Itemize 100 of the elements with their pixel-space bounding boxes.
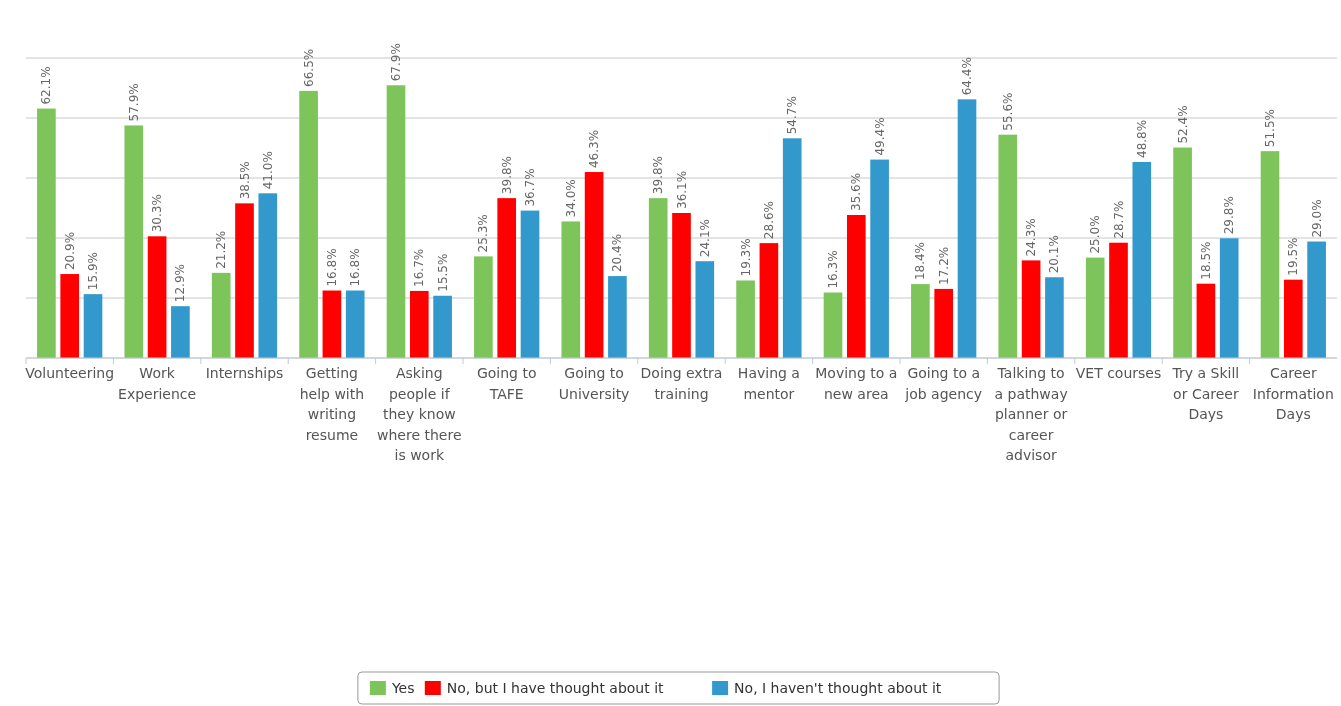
- data-label: 24.3%: [1024, 218, 1039, 257]
- bar: [258, 193, 278, 358]
- legend-label: No, but I have thought about it: [446, 680, 665, 696]
- bar: [433, 295, 452, 358]
- bar: [409, 290, 429, 358]
- data-label: 15.5%: [435, 253, 450, 292]
- data-label: 20.4%: [610, 233, 625, 273]
- data-label: 16.8%: [348, 248, 363, 287]
- data-label: 12.9%: [173, 264, 188, 303]
- bar: [934, 288, 954, 358]
- x-tick-label: VET courses: [1075, 365, 1162, 381]
- bar: [736, 280, 755, 358]
- data-label: 57.9%: [126, 83, 141, 122]
- data-label: 29.8%: [1222, 196, 1237, 235]
- data-label: 20.9%: [62, 231, 77, 271]
- bar: [1196, 283, 1216, 358]
- data-label: 28.6%: [761, 201, 776, 240]
- bar: [998, 134, 1018, 358]
- x-tick-label: Talking to a pathway planner or career advisor: [994, 365, 1068, 463]
- data-label: 20.1%: [1047, 235, 1062, 274]
- data-label: 48.8%: [1134, 119, 1149, 158]
- x-tick-label: Work Experience: [118, 365, 197, 402]
- bar: [386, 85, 406, 358]
- bar: [345, 290, 365, 358]
- bar: [124, 125, 144, 358]
- bar: [1307, 241, 1326, 358]
- x-tick-label: Doing extra training: [640, 365, 723, 402]
- bar: [497, 198, 517, 358]
- bar: [672, 213, 691, 358]
- x-tick-label: Try a Skill or Career Days: [1171, 365, 1240, 422]
- data-label: 39.8%: [651, 156, 666, 195]
- bar: [211, 272, 231, 358]
- x-tick-label: Career Information Days: [1252, 365, 1334, 422]
- bar: [911, 284, 930, 358]
- data-label: 38.5%: [237, 161, 252, 200]
- x-tick-label: Moving to a new area: [815, 365, 898, 402]
- data-label: 16.8%: [324, 248, 339, 287]
- data-label: 17.2%: [936, 246, 951, 285]
- data-label: 54.7%: [785, 96, 800, 135]
- data-label: 67.9%: [388, 43, 403, 82]
- data-label: 19.5%: [1286, 237, 1301, 276]
- data-label: 46.3%: [587, 129, 602, 169]
- data-label: 29.0%: [1309, 199, 1324, 238]
- x-tick-label: Going to TAFE: [476, 365, 537, 402]
- data-label: 66.5%: [301, 48, 316, 87]
- bar: [823, 292, 843, 358]
- data-label: 51.5%: [1262, 109, 1277, 148]
- bar: [695, 261, 715, 358]
- data-label: 52.4%: [1175, 105, 1190, 144]
- data-label: 39.8%: [499, 156, 514, 195]
- bar: [1260, 151, 1280, 358]
- x-tick-label: Asking people if they know where there is work: [377, 365, 462, 463]
- data-label: 30.3%: [150, 194, 165, 233]
- bar: [520, 210, 540, 358]
- bar: [83, 294, 103, 358]
- bar: [759, 243, 779, 358]
- data-label: 16.7%: [412, 248, 427, 287]
- legend-label: Yes: [390, 680, 415, 696]
- bar: [648, 198, 668, 358]
- bar: [1219, 238, 1239, 358]
- bar: [37, 108, 56, 358]
- bar: [1283, 279, 1303, 358]
- bar: [1132, 161, 1152, 358]
- bar: [147, 236, 167, 358]
- x-tick-label: Going to University: [558, 365, 630, 402]
- bar: [561, 221, 581, 358]
- data-label: 19.3%: [738, 238, 753, 277]
- data-label: 36.1%: [674, 170, 689, 209]
- bar: [171, 306, 190, 358]
- x-tick-label: Internships: [205, 365, 284, 381]
- bar: [870, 159, 889, 358]
- data-label: 18.4%: [913, 241, 928, 281]
- bar: [608, 276, 627, 358]
- x-tick-label: Getting help with writing resume: [299, 365, 365, 443]
- data-label: 62.1%: [39, 66, 54, 105]
- bar: [1085, 257, 1105, 358]
- data-label: 36.7%: [523, 168, 538, 207]
- bar: [474, 256, 493, 358]
- data-label: 41.0%: [260, 151, 275, 190]
- bar: [957, 99, 977, 358]
- data-label: 49.4%: [872, 117, 887, 156]
- data-label: 28.7%: [1111, 200, 1126, 239]
- bar: [584, 172, 604, 358]
- legend-label: No, I haven't thought about it: [734, 680, 942, 696]
- data-label: 64.4%: [960, 57, 975, 96]
- data-label: 55.6%: [1000, 92, 1015, 131]
- bar: [60, 274, 80, 358]
- data-label: 24.1%: [697, 219, 712, 258]
- bar: [1045, 277, 1064, 358]
- data-label: 25.3%: [476, 214, 491, 253]
- data-label: 21.2%: [214, 230, 229, 269]
- data-label: 16.3%: [825, 250, 840, 289]
- bar: [782, 138, 802, 358]
- bar: [235, 203, 254, 358]
- data-label: 18.5%: [1198, 241, 1213, 280]
- bar: [1021, 260, 1041, 358]
- data-label: 34.0%: [563, 179, 578, 218]
- x-tick-label: Having a mentor: [737, 365, 800, 402]
- x-tick-label: Volunteering: [25, 365, 115, 381]
- bar: [1173, 147, 1192, 358]
